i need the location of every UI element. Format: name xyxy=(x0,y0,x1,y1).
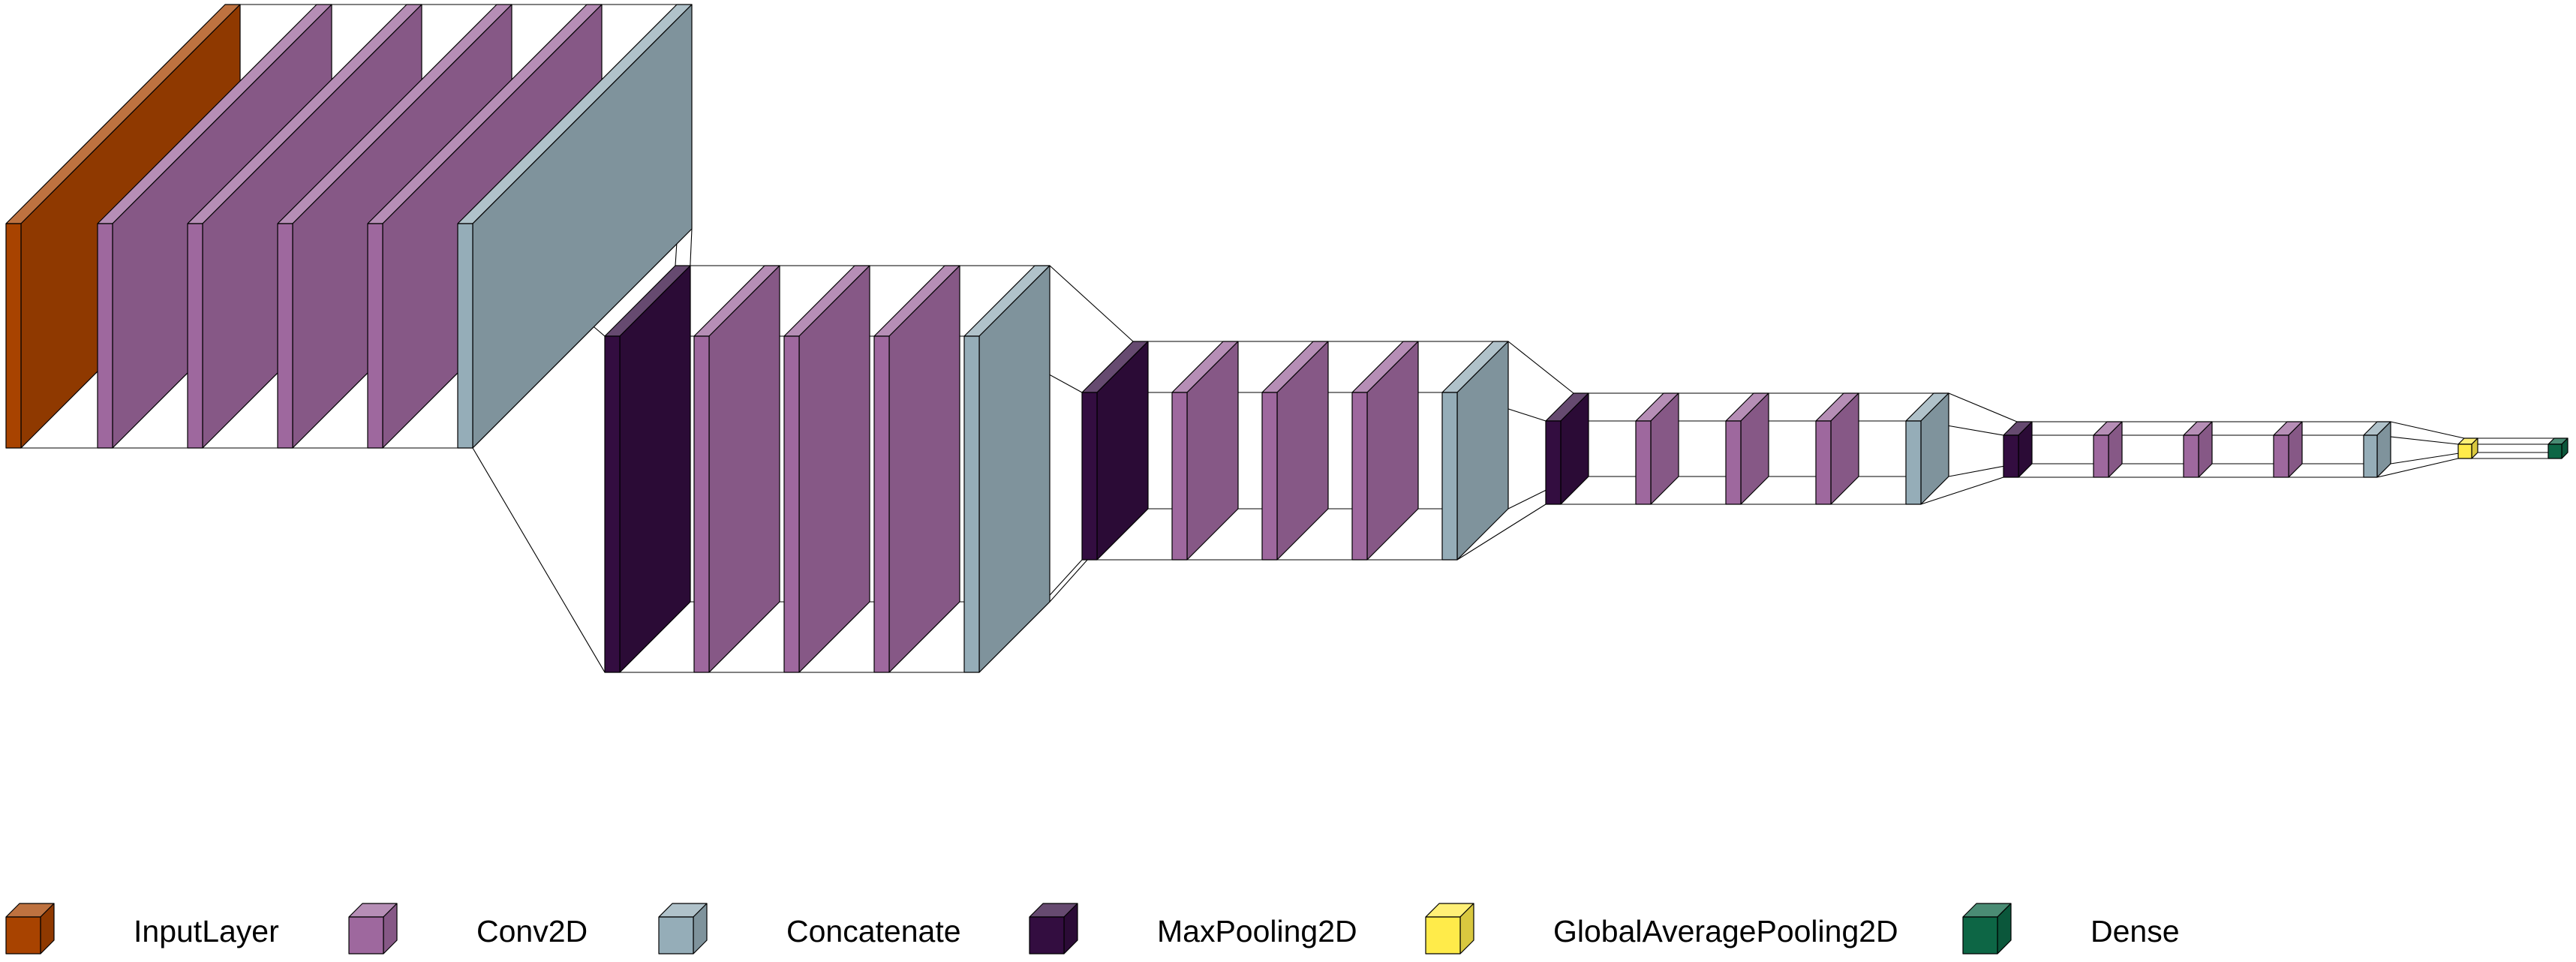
layer-dense-front xyxy=(2547,443,2562,459)
layer-maxpooling2d xyxy=(604,265,691,673)
legend: InputLayer Conv2D Concatenate MaxPooling2D G… xyxy=(5,903,2180,954)
layer-maxpooling2d-front xyxy=(604,335,621,673)
legend-label: Dense xyxy=(2091,914,2180,948)
legend-label: Concatenate xyxy=(786,914,961,948)
conv2d-cube-front xyxy=(348,916,384,954)
layer-conv2d-front xyxy=(1725,420,1742,505)
layer-conv2d xyxy=(1351,341,1419,561)
input-layer-cube-front xyxy=(5,916,41,954)
layer-maxpooling2d xyxy=(1545,392,1589,505)
layer-concatenate-front xyxy=(1905,420,1922,505)
layer-conv2d-front xyxy=(97,223,113,449)
layer-conv2d-front xyxy=(367,223,383,449)
layer-concatenate xyxy=(1441,341,1509,561)
concatenate-cube xyxy=(658,903,708,954)
maxpooling2d-cube-front xyxy=(1029,916,1065,954)
legend-label: GlobalAveragePooling2D xyxy=(1553,914,1898,948)
connector-line xyxy=(1507,341,1574,394)
layer-concatenate-side xyxy=(978,265,1051,673)
connector-line xyxy=(2390,452,2465,464)
layer-conv2d-side xyxy=(708,265,780,673)
connector-line xyxy=(2376,458,2459,478)
layer-conv2d-side xyxy=(888,265,960,673)
layer-dense xyxy=(2547,437,2568,459)
layer-maxpooling2d xyxy=(2003,421,2033,478)
layer-conv2d xyxy=(1725,392,1769,505)
layer-conv2d xyxy=(2093,421,2123,478)
layer-conv2d xyxy=(1635,392,1679,505)
layer-concatenate xyxy=(457,4,693,449)
layer-stack xyxy=(5,4,2568,673)
layer-conv2d-front xyxy=(1351,392,1368,561)
layer-concatenate-front xyxy=(457,223,473,449)
layer-conv2d xyxy=(693,265,780,673)
layer-maxpooling2d-front xyxy=(1081,392,1098,561)
layer-concatenate-front xyxy=(1441,392,1458,561)
layer-conv2d-front xyxy=(873,335,890,673)
layer-concatenate-front xyxy=(2363,434,2378,478)
layer-maxpooling2d-front xyxy=(2003,434,2019,478)
connector-line xyxy=(1456,504,1547,561)
legend-item-dense: Dense xyxy=(1962,903,2180,954)
layer-conv2d xyxy=(1261,341,1329,561)
layer-conv2d-front xyxy=(783,335,800,673)
connector-line xyxy=(1920,476,2004,505)
connector-line xyxy=(472,447,606,673)
layer-concatenate xyxy=(1905,392,1949,505)
layer-concatenate xyxy=(2363,421,2391,478)
layer-concatenate-front xyxy=(963,335,980,673)
legend-item-conv2d: Conv2D xyxy=(348,903,588,954)
layer-conv2d-front xyxy=(2273,434,2289,478)
global-average-pooling2d-cube xyxy=(1425,903,1474,954)
layer-conv2d xyxy=(2183,421,2213,478)
layer-globalaveragepooling2d-front xyxy=(2457,443,2472,459)
layer-conv2d-front xyxy=(2183,434,2199,478)
maxpooling2d-cube xyxy=(1029,903,1078,954)
layer-conv2d-front xyxy=(1635,420,1652,505)
layer-maxpooling2d-front xyxy=(1545,420,1562,505)
layer-conv2d-front xyxy=(187,223,203,449)
legend-label: MaxPooling2D xyxy=(1157,914,1357,948)
concatenate-cube-front xyxy=(658,916,694,954)
layer-conv2d-side xyxy=(798,265,870,673)
layer-conv2d-front xyxy=(693,335,710,673)
layer-conv2d-front xyxy=(1261,392,1278,561)
connector-line xyxy=(1948,392,2018,422)
layer-maxpooling2d-side xyxy=(619,265,691,673)
conv2d-cube xyxy=(348,903,398,954)
legend-item-maxpooling2d: MaxPooling2D xyxy=(1029,903,1357,954)
connector-line xyxy=(1049,265,1134,342)
layer-conv2d-front xyxy=(1815,420,1832,505)
global-average-pooling2d-cube-front xyxy=(1425,916,1461,954)
layer-conv2d xyxy=(1171,341,1239,561)
layer-concatenate xyxy=(963,265,1051,673)
layer-conv2d xyxy=(873,265,960,673)
layer-conv2d-front xyxy=(2093,434,2109,478)
input-layer-cube xyxy=(5,903,55,954)
layer-maxpooling2d xyxy=(1081,341,1149,561)
dense-cube xyxy=(1962,903,2012,954)
legend-item-concatenate: Concatenate xyxy=(658,903,961,954)
layer-conv2d xyxy=(783,265,870,673)
layer-inputlayer-front xyxy=(5,223,22,449)
layer-conv2d xyxy=(2273,421,2303,478)
dense-cube-front xyxy=(1962,916,1998,954)
layer-conv2d xyxy=(1815,392,1859,505)
layer-globalaveragepooling2d xyxy=(2457,437,2478,459)
legend-item-globalaveragepooling2d: GlobalAveragePooling2D xyxy=(1425,903,1898,954)
legend-item-inputlayer: InputLayer xyxy=(5,903,279,954)
legend-label: InputLayer xyxy=(134,914,279,948)
layer-conv2d-front xyxy=(277,223,293,449)
connector-line xyxy=(2390,421,2465,439)
legend-label: Conv2D xyxy=(476,914,588,948)
layer-conv2d-front xyxy=(1171,392,1188,561)
